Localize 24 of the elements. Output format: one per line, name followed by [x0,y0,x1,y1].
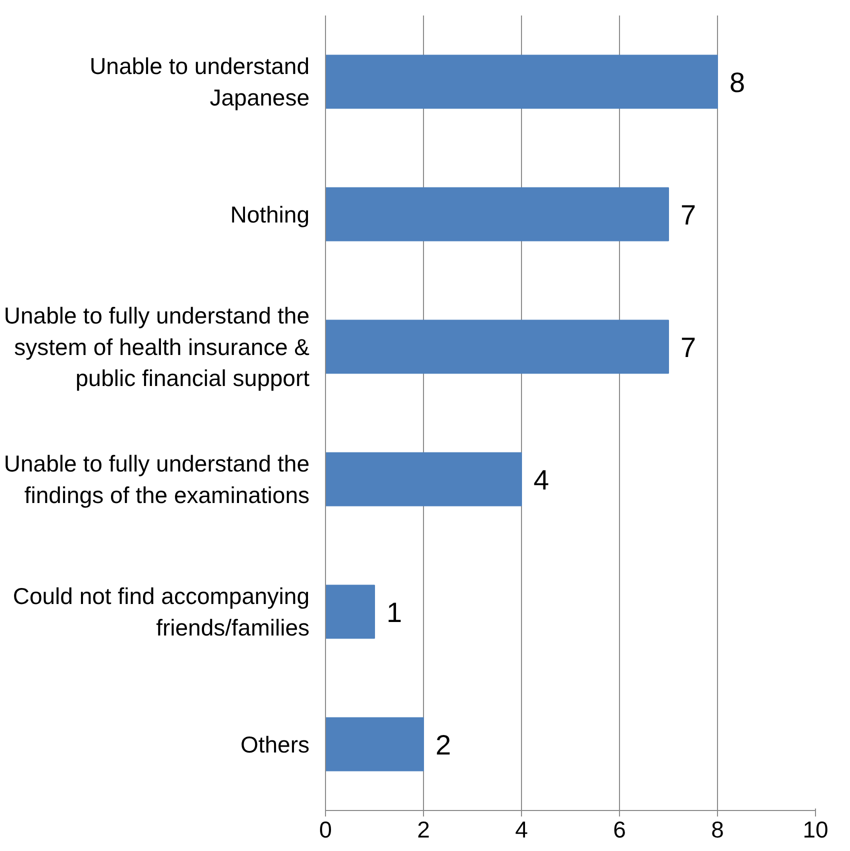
data-label: 7 [680,199,696,230]
y-tick-label: Unable to fully understand the findings of the examinations [4,450,310,508]
y-tick-label: Could not find accompanying friends/families [12,583,310,640]
x-tick-label: 2 [417,816,430,842]
bar [326,187,669,242]
data-label: 7 [680,332,696,363]
x-tick-label: 4 [515,816,528,842]
bar [326,717,424,772]
y-tick-label: Unable to fully understand the system of health insurance & public financial support [4,302,310,391]
data-label: 1 [386,596,402,628]
x-tick-label: 10 [802,816,828,842]
x-tick-label: 8 [711,816,724,842]
x-tick-label: 0 [319,816,332,842]
data-label: 8 [730,66,746,98]
bar [326,320,669,374]
bar [326,584,375,639]
data-label: 4 [534,464,550,496]
y-tick-label: Nothing [230,201,310,228]
y-tick-label: Unable to understand Japanese [90,53,310,110]
bar [326,452,522,506]
data-label: 2 [436,729,452,760]
y-tick-label: Others [240,731,310,758]
bar [326,54,718,109]
x-tick-label: 6 [613,816,626,842]
